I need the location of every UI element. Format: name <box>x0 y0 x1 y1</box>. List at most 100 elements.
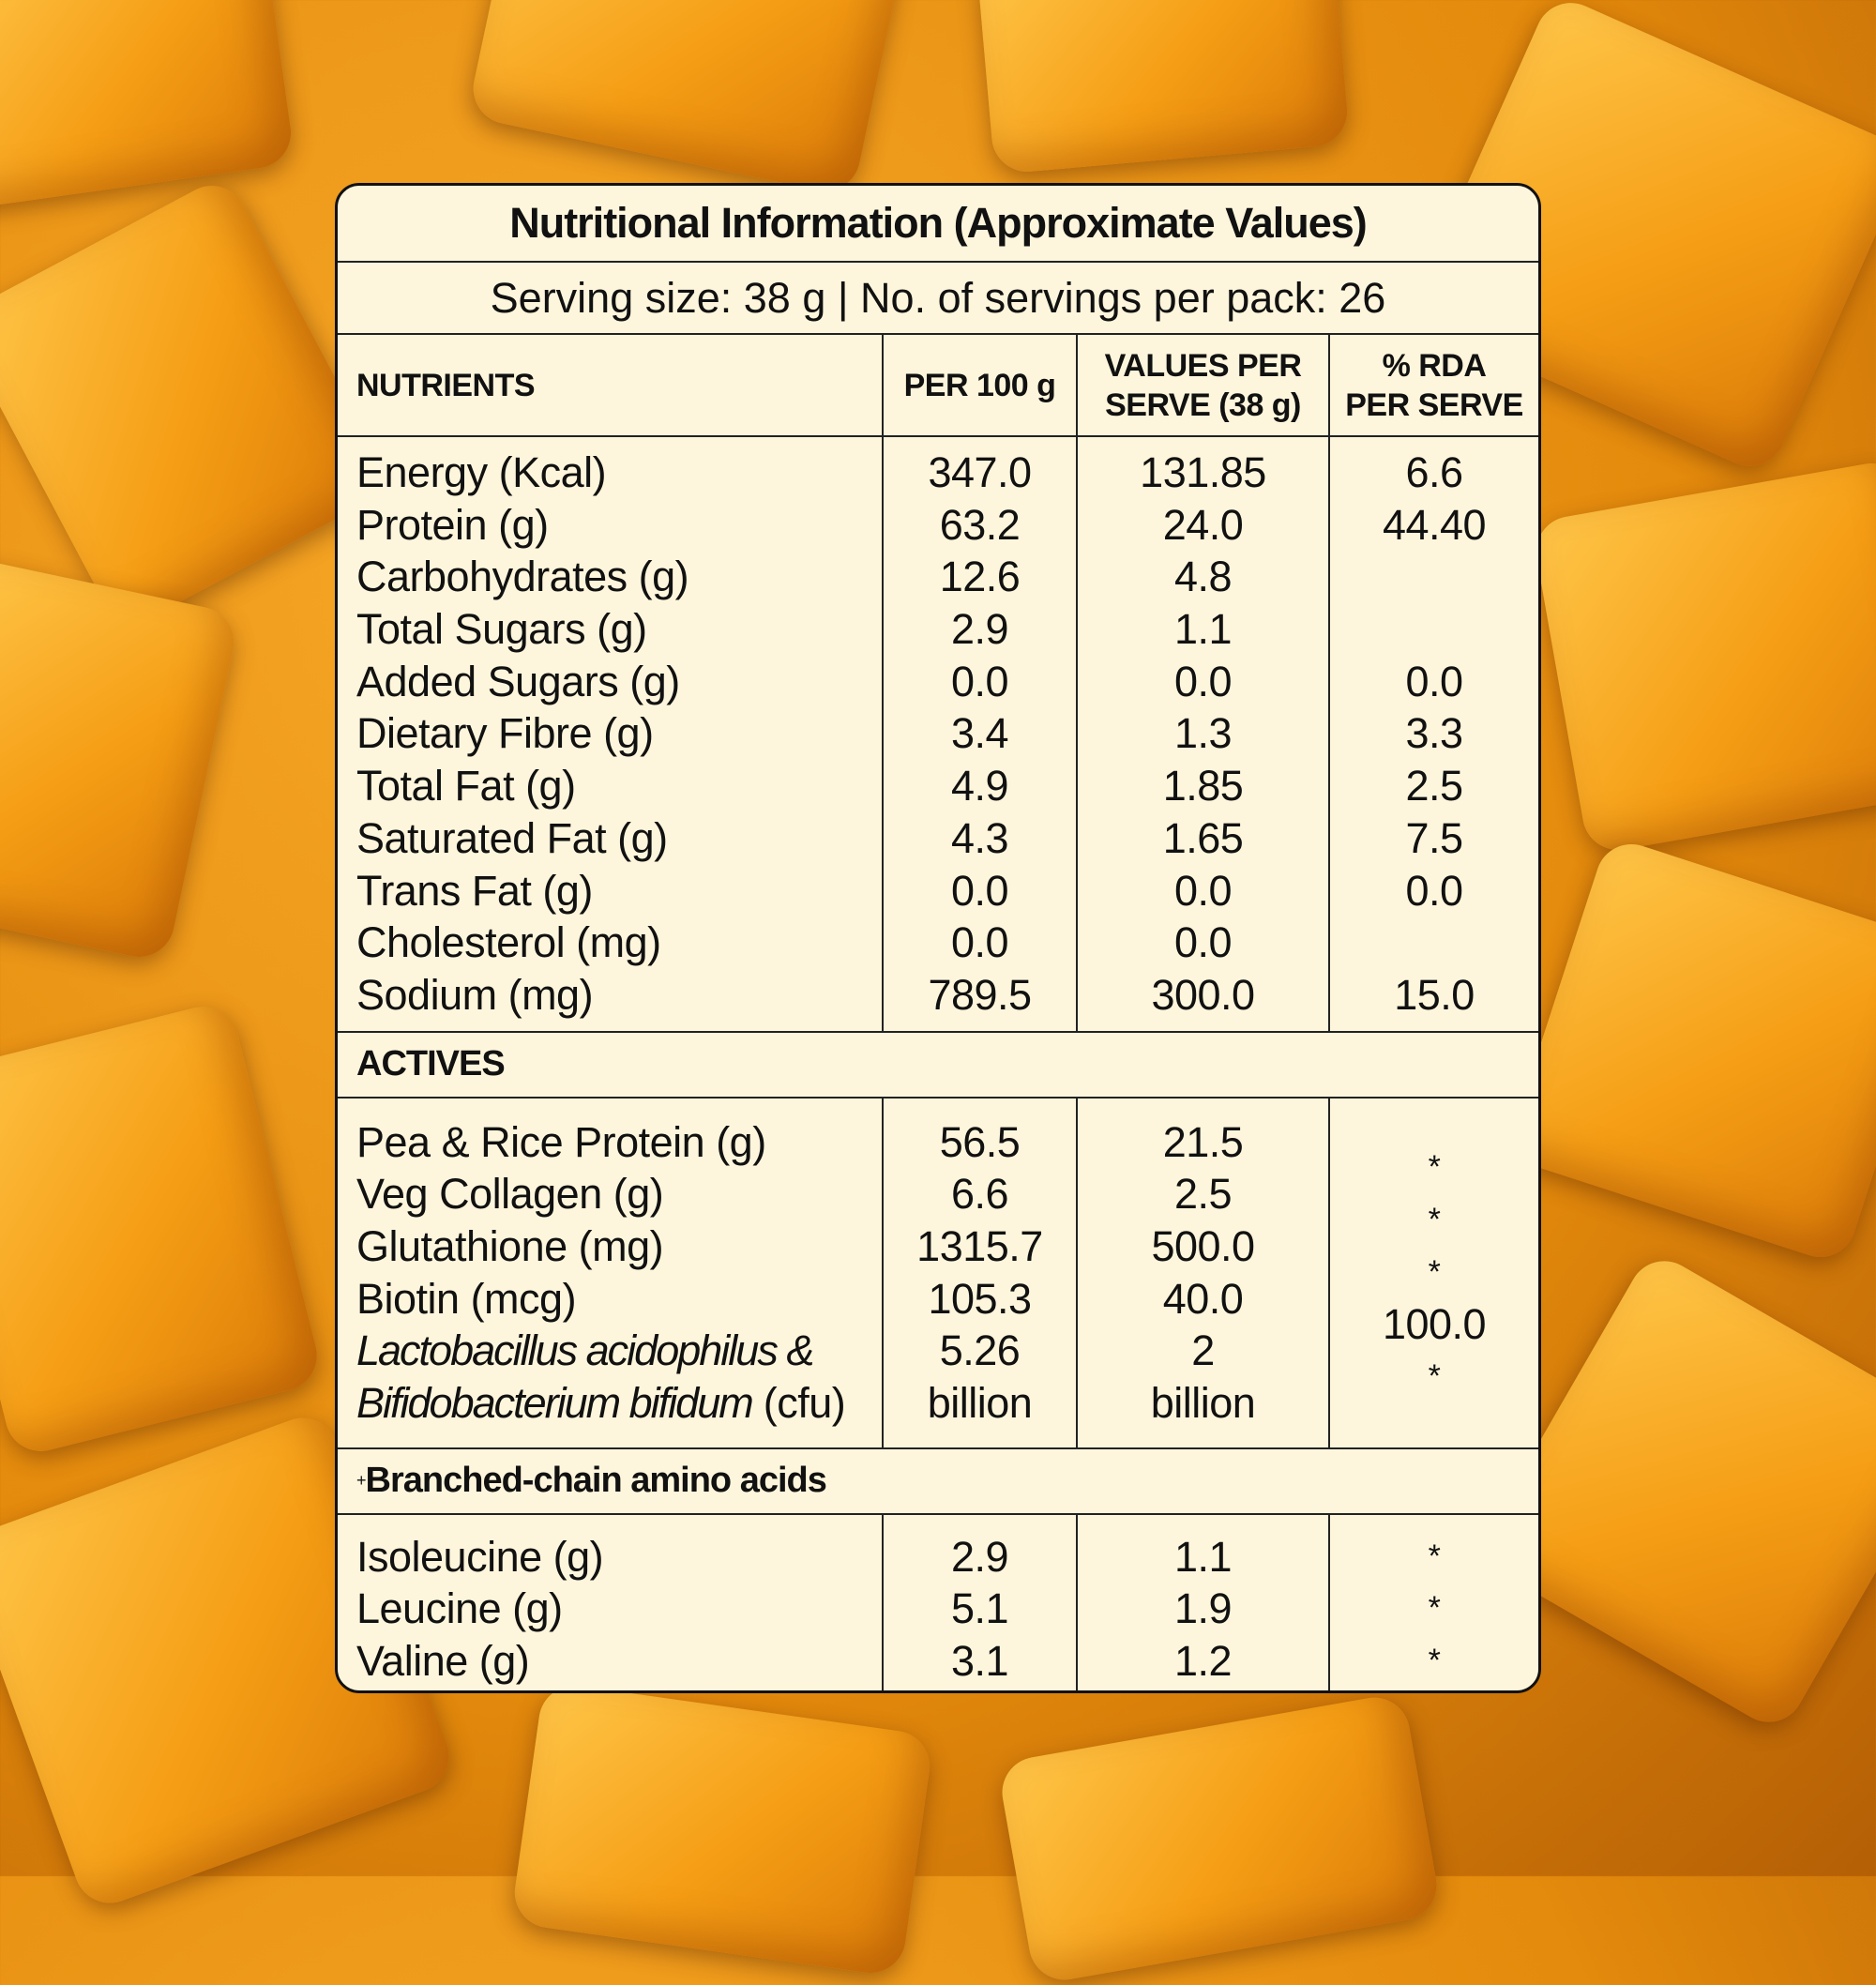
nutrient-name: Saturated Fat (g) <box>356 813 668 862</box>
nutrient-value: 1.3 <box>1173 709 1233 758</box>
nutrient-value: * <box>1428 1149 1441 1186</box>
nutrition-card: Nutritional Information (Approximate Val… <box>335 183 1541 1693</box>
nutrient-value: 2.9 <box>950 605 1009 654</box>
nutrient-value: 0.0 <box>950 657 1009 705</box>
nutrient-name: Carbohydrates (g) <box>356 553 689 601</box>
column: 347.0 63.2 12.6 2.9 0.0 3.4 4.9 4.3 0.0 0.0 789.5 <box>882 437 1076 1031</box>
name-line: Bifidobacterium bifidum (cfu) <box>356 1377 846 1430</box>
nutrient-value: 63.2 <box>939 500 1021 549</box>
name-line: Lactobacillus acidophilus & <box>356 1325 845 1377</box>
mango-cube <box>0 999 325 1459</box>
nutrient-name: Total Sugars (g) <box>356 605 647 654</box>
nutrient-value: 347.0 <box>928 448 1032 496</box>
nutrition-table: NUTRIENTS PER 100 g VALUES PER SERVE (38 g)… <box>338 335 1538 1690</box>
nutrient-value: 44.40 <box>1382 500 1487 549</box>
nutrient-value: 2.5 <box>1405 762 1463 811</box>
nutrient-value: 24.0 <box>1162 500 1244 549</box>
header-text: PER 100 g <box>903 367 1056 403</box>
mango-cube <box>509 1681 935 1977</box>
nutrient-value: * <box>1428 1643 1441 1679</box>
nutrient-value: 6.6 <box>1405 448 1463 496</box>
title: Nutritional Information (Approximate Val… <box>338 186 1538 263</box>
nutrient-value: 500.0 <box>1151 1221 1255 1270</box>
nutrient-value: 12.6 <box>939 553 1021 601</box>
nutrient-value: 40.0 <box>1162 1274 1244 1323</box>
nutrient-value: 1315.7 <box>916 1221 1043 1270</box>
nutrient-name: Pea & Rice Protein (g) <box>356 1117 766 1166</box>
nutrient-value: 2.5 <box>1173 1170 1233 1219</box>
header-text: VALUES PER <box>1104 347 1302 384</box>
header-text: NUTRIENTS <box>356 367 536 403</box>
section-title: ACTIVES <box>338 1033 1538 1099</box>
nutrient-value: 0.0 <box>1405 657 1463 705</box>
nutrient-name: Energy (Kcal) <box>356 448 607 496</box>
nutrient-value: 1.85 <box>1162 762 1244 811</box>
nutrient-value: 1.9 <box>1173 1584 1233 1633</box>
nutrient-value: 131.85 <box>1140 448 1266 496</box>
column: 21.5 2.5 500.0 40.0 2 billion <box>1076 1098 1328 1447</box>
nutrient-value: 21.5 <box>1162 1117 1244 1166</box>
header-cell: % RDA PER SERVE <box>1328 335 1538 435</box>
nutrient-value: 4.3 <box>950 813 1009 862</box>
section-title: + Branched-chain amino acids <box>338 1449 1538 1515</box>
nutrient-name: Trans Fat (g) <box>356 866 593 915</box>
table-section: Pea & Rice Protein (g) Veg Collagen (g) Gl… <box>338 1098 1538 1449</box>
nutrient-value: * <box>1428 1538 1441 1574</box>
nutrient-value: 4.8 <box>1173 553 1233 601</box>
nutrient-value: 3.3 <box>1405 709 1463 758</box>
mango-cube <box>0 555 241 964</box>
column: * * * 100.0 * <box>1328 1098 1538 1447</box>
nutrient-name: Dietary Fibre (g) <box>356 709 654 758</box>
nutrient-name: Added Sugars (g) <box>356 657 680 705</box>
nutrient-value: 0.0 <box>1173 657 1233 705</box>
column: 6.6 44.40 0.0 3.3 2.5 7.5 0.0 15.0 <box>1328 437 1538 1031</box>
nutrient-value: 3.4 <box>950 709 1009 758</box>
nutrient-value: 1.1 <box>1173 1532 1233 1581</box>
nutrient-name: Cholesterol (mg) <box>356 918 661 967</box>
nutrient-value: 3.1 <box>950 1637 1009 1686</box>
mango-cube <box>996 1691 1443 1985</box>
header-cell: NUTRIENTS <box>338 335 882 435</box>
nutrient-name: Total Fat (g) <box>356 762 576 811</box>
section-title-text: Branched-chain amino acids <box>365 1461 827 1501</box>
nutrient-name: Glutathione (mg) <box>356 1221 664 1270</box>
nutrient-value: * <box>1428 1590 1441 1627</box>
column: 1.1 1.9 1.2 <box>1076 1514 1328 1690</box>
nutrient-value: 5.26 billion <box>927 1326 1033 1428</box>
serving-info: Serving size: 38 g | No. of servings per… <box>338 263 1538 335</box>
header-row: NUTRIENTS PER 100 g VALUES PER SERVE (38 g)… <box>338 335 1538 437</box>
column: 2.9 5.1 3.1 <box>882 1514 1076 1690</box>
column: Pea & Rice Protein (g) Veg Collagen (g) Gl… <box>338 1099 882 1447</box>
table-section: Energy (Kcal) Protein (g) Carbohydrates (g… <box>338 437 1538 1033</box>
nutrient-name: Valine (g) <box>356 1637 530 1686</box>
nutrient-name: Leucine (g) <box>356 1584 563 1633</box>
header-cell: PER 100 g <box>882 335 1076 435</box>
probiotic-name: Lactobacillus acidophilus & Bifidobacteri… <box>356 1325 846 1430</box>
nutrient-value: 105.3 <box>928 1274 1032 1323</box>
nutrient-value: 100.0 <box>1382 1300 1487 1349</box>
nutrient-value: * <box>1428 1202 1441 1238</box>
nutrient-value: 7.5 <box>1405 813 1463 862</box>
column: Energy (Kcal) Protein (g) Carbohydrates (g… <box>338 437 882 1031</box>
nutrient-value: 1.1 <box>1173 605 1233 654</box>
mango-cube <box>0 0 295 210</box>
column: * * * <box>1328 1514 1538 1690</box>
nutrient-value: 0.0 <box>950 918 1009 967</box>
nutrient-value: 2 billion <box>1150 1326 1256 1428</box>
nutrient-value: 6.6 <box>950 1170 1009 1219</box>
column: Isoleucine (g) Leucine (g) Valine (g) <box>338 1515 882 1690</box>
nutrient-value: 789.5 <box>928 970 1032 1019</box>
nutrient-value: 15.0 <box>1394 970 1475 1019</box>
mango-cube <box>466 0 903 198</box>
nutrient-value: 56.5 <box>939 1117 1021 1166</box>
nutrient-name: Protein (g) <box>356 500 549 549</box>
header-cell: VALUES PER SERVE (38 g) <box>1076 335 1328 435</box>
nutrient-value: 0.0 <box>1173 866 1233 915</box>
nutrient-value: 2.9 <box>950 1532 1009 1581</box>
italic-name: Bifidobacterium bifidum <box>356 1379 754 1428</box>
column: 56.5 6.6 1315.7 105.3 5.26 billion <box>882 1098 1076 1447</box>
nutrient-name: Isoleucine (g) <box>356 1532 604 1581</box>
column: 131.85 24.0 4.8 1.1 0.0 1.3 1.85 1.65 0.0 0.0 300.… <box>1076 437 1328 1031</box>
nutrient-name: Veg Collagen (g) <box>356 1170 664 1219</box>
nutrient-value: * <box>1428 1358 1441 1395</box>
